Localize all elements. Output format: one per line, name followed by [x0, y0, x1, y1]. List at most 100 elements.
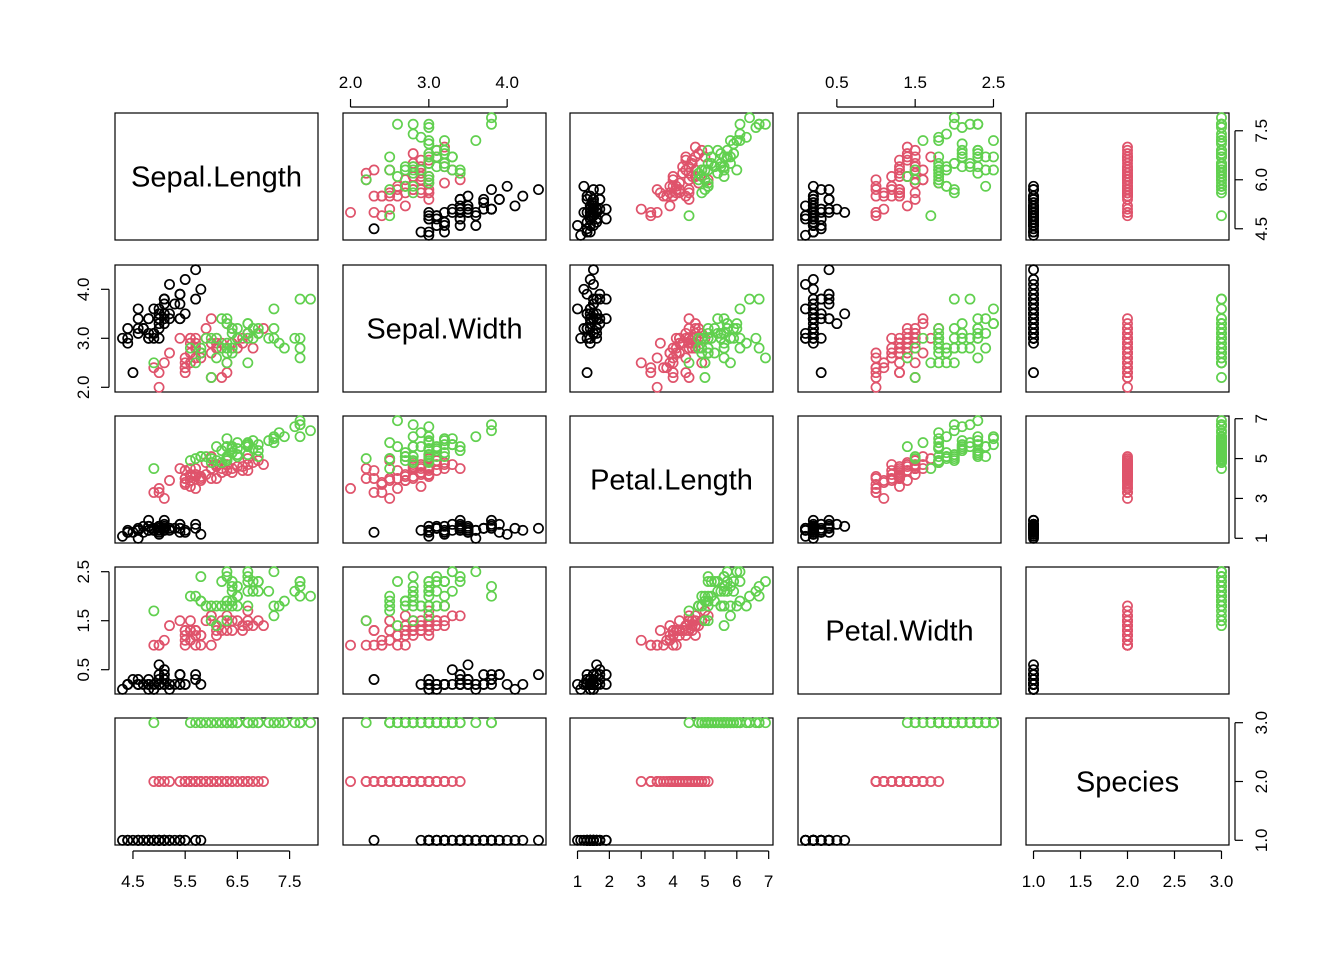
data-point	[211, 620, 222, 632]
data-point	[533, 522, 544, 534]
tick-label-left-petal-width: 0.5	[74, 658, 93, 682]
data-point	[886, 469, 898, 480]
data-point	[734, 118, 746, 130]
data-point	[143, 674, 155, 685]
data-point	[683, 193, 695, 205]
data-point	[705, 717, 717, 729]
data-point	[179, 834, 191, 846]
data-point	[501, 678, 513, 690]
data-point	[823, 514, 835, 526]
variable-labels: Sepal.Length Sepal.Width Petal.Length Petal…	[131, 162, 1179, 799]
tick-label-right-sepal-length: 7.5	[1252, 119, 1271, 143]
data-point	[486, 419, 497, 431]
data-point	[705, 151, 717, 163]
data-point	[740, 337, 752, 349]
data-point	[273, 717, 285, 729]
data-point	[807, 834, 819, 846]
data-point	[744, 293, 756, 305]
data-point	[702, 180, 714, 192]
panel-sepal-width-vs-petal-length	[569, 264, 774, 393]
data-point	[179, 678, 191, 690]
data-point	[696, 144, 708, 156]
data-point	[399, 180, 411, 192]
data-point	[870, 210, 882, 222]
data-point	[972, 415, 984, 427]
data-point	[878, 776, 890, 787]
data-point	[807, 293, 819, 305]
data-point	[399, 625, 411, 636]
data-point	[600, 313, 612, 325]
data-point	[226, 580, 238, 592]
data-point	[886, 347, 898, 359]
data-point	[933, 174, 945, 186]
data-point	[1028, 220, 1039, 231]
data-point	[226, 717, 238, 729]
data-point	[670, 342, 682, 354]
data-point	[718, 585, 730, 597]
data-point	[211, 332, 222, 344]
data-point	[294, 717, 306, 729]
data-point	[680, 367, 692, 379]
data-point	[252, 445, 264, 457]
data-point	[127, 367, 139, 379]
data-point	[715, 161, 727, 173]
variable-label-sepal-width: Sepal.Width	[366, 314, 522, 346]
data-point	[384, 492, 396, 504]
data-point	[972, 148, 984, 160]
data-point	[200, 600, 212, 612]
data-point	[252, 451, 264, 463]
points-sepal-length-vs-species	[1028, 112, 1227, 241]
data-point	[462, 526, 474, 538]
data-point	[345, 206, 356, 218]
data-point	[454, 678, 466, 690]
data-point	[870, 190, 882, 202]
data-point	[407, 164, 419, 176]
data-point	[941, 431, 952, 443]
data-point	[917, 776, 929, 787]
data-point	[1122, 342, 1133, 354]
data-point	[578, 206, 590, 218]
data-point	[988, 717, 999, 729]
data-point	[486, 717, 497, 729]
data-point	[760, 717, 771, 729]
data-point	[158, 514, 170, 526]
data-point	[242, 318, 254, 330]
data-point	[360, 776, 372, 787]
data-point	[423, 674, 435, 685]
data-point	[933, 717, 945, 729]
data-point	[800, 834, 811, 846]
data-point	[195, 834, 207, 846]
data-point	[667, 372, 679, 383]
data-point	[486, 118, 497, 130]
data-point	[242, 620, 254, 632]
data-point	[454, 610, 466, 622]
data-point	[661, 190, 673, 202]
data-point	[702, 717, 714, 729]
data-point	[878, 357, 890, 369]
data-point	[360, 453, 372, 465]
data-point	[407, 615, 419, 627]
data-point	[439, 524, 450, 536]
data-point	[925, 463, 937, 474]
data-point	[454, 167, 466, 179]
data-point	[909, 459, 921, 470]
data-point	[174, 288, 186, 300]
data-point	[941, 164, 952, 176]
data-point	[1122, 148, 1133, 160]
data-point	[878, 362, 890, 374]
data-point	[1216, 600, 1227, 612]
data-point	[122, 678, 134, 690]
data-point	[470, 834, 482, 846]
data-point	[683, 210, 695, 222]
data-point	[462, 678, 474, 690]
data-point	[972, 327, 984, 339]
data-point	[423, 213, 435, 225]
data-point	[384, 203, 396, 215]
data-point	[392, 415, 403, 427]
data-point	[964, 118, 976, 130]
data-point	[909, 187, 921, 199]
data-point	[933, 347, 945, 359]
panel-petal-width-vs-sepal-width	[342, 566, 547, 695]
data-point	[724, 357, 736, 369]
tick-label-left-petal-width: 2.5	[74, 560, 93, 584]
